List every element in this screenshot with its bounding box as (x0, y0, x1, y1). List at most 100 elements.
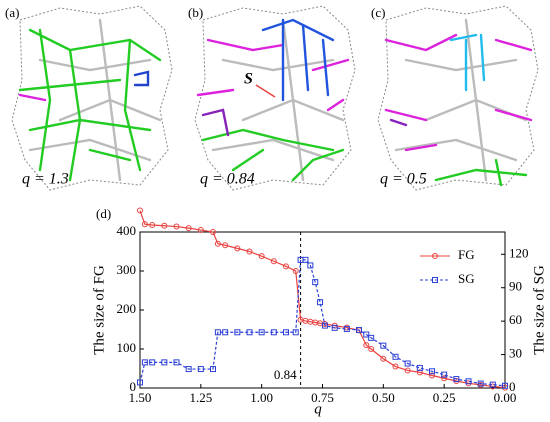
point (141, 221, 148, 228)
y2-tick-label: 30 (509, 346, 522, 361)
point (441, 375, 448, 382)
point (356, 327, 362, 334)
legend-label: SG (458, 271, 475, 286)
reference-label: 0.84 (274, 367, 297, 382)
point (392, 353, 399, 360)
y-tick-label: 200 (117, 301, 137, 316)
point (149, 359, 156, 366)
point (234, 329, 241, 336)
x-tick-label: 0.25 (433, 390, 456, 405)
x-tick-label: 0.50 (372, 390, 395, 405)
point (173, 359, 180, 366)
point (246, 248, 253, 255)
y2-tick-label: 60 (509, 312, 522, 327)
point (137, 207, 143, 214)
point (197, 227, 204, 234)
x-tick-label: 0.00 (494, 390, 517, 405)
point (161, 222, 168, 229)
point (214, 240, 221, 247)
map-panel (194, 5, 356, 191)
point (429, 372, 435, 379)
point (321, 322, 328, 329)
point (258, 253, 265, 260)
panel-label: (c) (371, 5, 385, 20)
point (222, 242, 229, 249)
x-tick-label: 1.50 (129, 390, 152, 405)
point (214, 329, 221, 336)
y-tick-label: 0 (130, 379, 137, 394)
y-tick-label: 300 (117, 262, 137, 277)
point (392, 363, 399, 370)
y-tick-label: 100 (117, 340, 137, 355)
point (210, 229, 216, 235)
point (270, 329, 277, 336)
point (312, 279, 319, 286)
point (363, 342, 370, 349)
point (465, 378, 472, 385)
point (173, 223, 180, 230)
point (210, 366, 216, 373)
point (283, 329, 289, 336)
marker-label: S (244, 71, 253, 88)
legend-label: FG (458, 247, 475, 262)
y2-axis-label: The size of SG (531, 265, 547, 355)
point (222, 329, 229, 336)
y2-tick-label: 90 (509, 279, 522, 294)
panel-label: (d) (96, 206, 111, 221)
point (258, 329, 265, 336)
point (197, 366, 204, 373)
point (502, 382, 508, 389)
point (489, 381, 496, 388)
point (270, 258, 277, 265)
point (404, 367, 411, 374)
x-axis-label: q (314, 401, 322, 417)
point (380, 355, 387, 362)
point (302, 256, 309, 263)
y2-tick-label: 0 (509, 379, 516, 394)
point (416, 369, 423, 376)
point (137, 379, 143, 386)
panel-label: (b) (188, 5, 203, 20)
point (283, 263, 289, 270)
point (292, 268, 299, 274)
point (380, 342, 387, 349)
point (234, 245, 241, 252)
map-panel (11, 5, 173, 191)
point (453, 376, 460, 383)
y2-tick-label: 120 (509, 245, 529, 260)
x-tick-label: 1.25 (189, 390, 212, 405)
point (429, 368, 435, 375)
series-line (139, 210, 506, 389)
x-tick-label: 1.00 (250, 390, 273, 405)
point (416, 364, 423, 371)
point (161, 359, 168, 366)
point (343, 325, 350, 332)
q-label: q = 0.84 (200, 171, 255, 188)
map-panel (377, 5, 539, 191)
point (368, 334, 375, 341)
point (477, 380, 484, 387)
x-tick-label: 0.75 (311, 390, 334, 405)
point (331, 324, 338, 331)
point (404, 360, 411, 367)
panel-label: (a) (5, 5, 19, 20)
y-tick-label: 400 (117, 223, 137, 238)
point (292, 329, 299, 336)
point (185, 366, 192, 373)
point (317, 299, 324, 306)
q-label: q = 0.5 (380, 171, 427, 188)
point (185, 225, 192, 232)
legend-marker (432, 253, 438, 259)
q-label: q = 1.3 (22, 171, 69, 188)
point (141, 359, 148, 366)
point (149, 221, 156, 228)
point (307, 262, 314, 269)
point (246, 329, 253, 336)
point (363, 331, 370, 338)
y-axis-label: The size of FG (91, 265, 107, 355)
arrow (255, 84, 276, 98)
legend-marker (432, 277, 438, 283)
point (441, 371, 448, 378)
plot-frame (139, 231, 506, 389)
